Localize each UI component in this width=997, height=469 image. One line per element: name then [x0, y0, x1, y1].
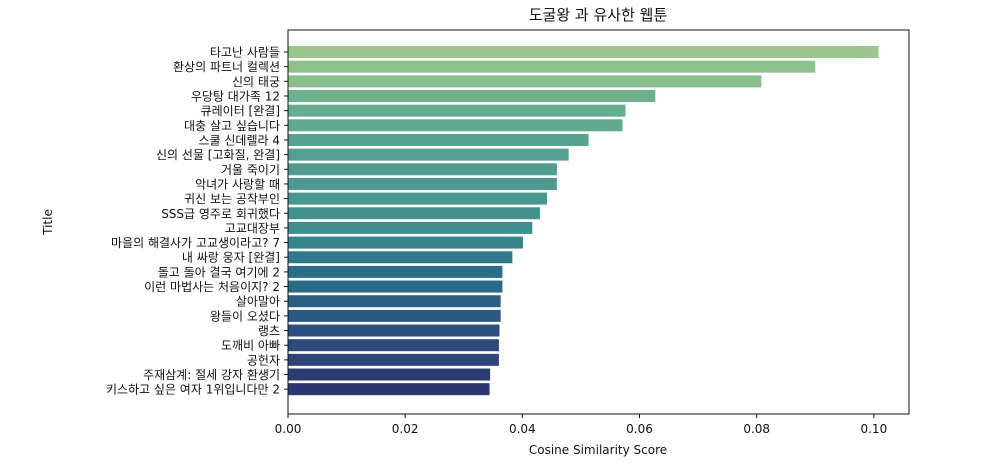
y-tick-label: 대충 살고 싶습니다 — [184, 119, 280, 133]
bar — [288, 192, 547, 205]
bar — [288, 163, 557, 176]
y-tick-label: 랭츠 — [258, 324, 280, 338]
y-tick-label: 신의 선물 [고화질, 완결] — [156, 148, 280, 162]
y-tick-label: 큐레이터 [완결] — [201, 104, 280, 118]
bar — [288, 148, 569, 161]
y-tick-label: 이런 마법사는 처음이지? 2 — [144, 280, 280, 294]
y-tick-label: 마을의 해결사가 고교생이라고? 7 — [111, 236, 280, 250]
y-tick-label: 환상의 파트너 컬렉션 — [173, 60, 280, 74]
y-tick-label: 살아말아 — [236, 295, 280, 309]
bar — [288, 251, 513, 264]
y-tick-label: 타고난 사람들 — [210, 46, 280, 60]
bar — [288, 368, 491, 381]
y-tick-label: 내 싸랑 웅자 [완결] — [182, 251, 280, 265]
bar — [288, 177, 557, 190]
bar — [288, 295, 501, 308]
bar — [288, 339, 499, 352]
x-tick-label: 0.10 — [860, 422, 887, 436]
x-tick-label: 0.06 — [626, 422, 653, 436]
plot-frame — [287, 29, 910, 415]
y-tick-label: 고교대장부 — [225, 221, 280, 235]
bar — [288, 309, 501, 322]
chart-title: 도굴왕 과 유사한 웹툰 — [529, 6, 668, 24]
bar — [288, 324, 500, 337]
bar — [288, 89, 656, 102]
x-tick-label: 0.02 — [392, 422, 419, 436]
bar — [288, 353, 499, 366]
x-axis-label: Cosine Similarity Score — [529, 443, 667, 457]
bar — [288, 104, 626, 117]
bar — [288, 221, 533, 234]
y-tick-label: 주재삼계: 절세 강자 환생기 — [143, 368, 280, 382]
x-tick-label: 0.00 — [275, 422, 302, 436]
x-axis: 0.00 0.02 0.04 0.06 0.08 0.10 — [275, 414, 887, 436]
y-tick-label: 공헌자 — [247, 353, 280, 367]
x-tick-label: 0.04 — [509, 422, 536, 436]
bar — [288, 75, 762, 88]
y-tick-label: 도깨비 아빠 — [221, 339, 280, 353]
x-tick-label: 0.08 — [743, 422, 770, 436]
y-tick-label: SSS급 영주로 회귀했다 — [161, 207, 280, 221]
bar — [288, 280, 503, 293]
bar — [288, 46, 879, 58]
bar — [288, 207, 540, 220]
bar — [288, 236, 523, 249]
bars-layer — [288, 46, 879, 396]
y-tick-label: 악녀가 사랑할 때 — [195, 177, 280, 191]
y-tick-label: 우당탕 대가족 12 — [191, 89, 280, 103]
y-tick-label: 신의 태궁 — [232, 75, 280, 89]
y-tick-label: 돌고 돌아 결국 여기에 2 — [158, 265, 280, 279]
bar — [288, 133, 589, 146]
y-tick-label: 왕들이 오셨다 — [210, 309, 280, 323]
bar — [288, 383, 490, 396]
y-tick-label: 거울 죽이기 — [221, 163, 280, 177]
bar — [288, 265, 503, 278]
y-axis-label: Title — [41, 209, 55, 236]
y-tick-label: 스쿨 신데렐라 4 — [198, 133, 280, 147]
bar — [288, 119, 623, 132]
y-tick-label: 키스하고 싶은 여자 1위입니다만 2 — [106, 383, 280, 397]
y-tick-label: 귀신 보는 공작부인 — [184, 192, 280, 206]
bar — [288, 60, 816, 73]
